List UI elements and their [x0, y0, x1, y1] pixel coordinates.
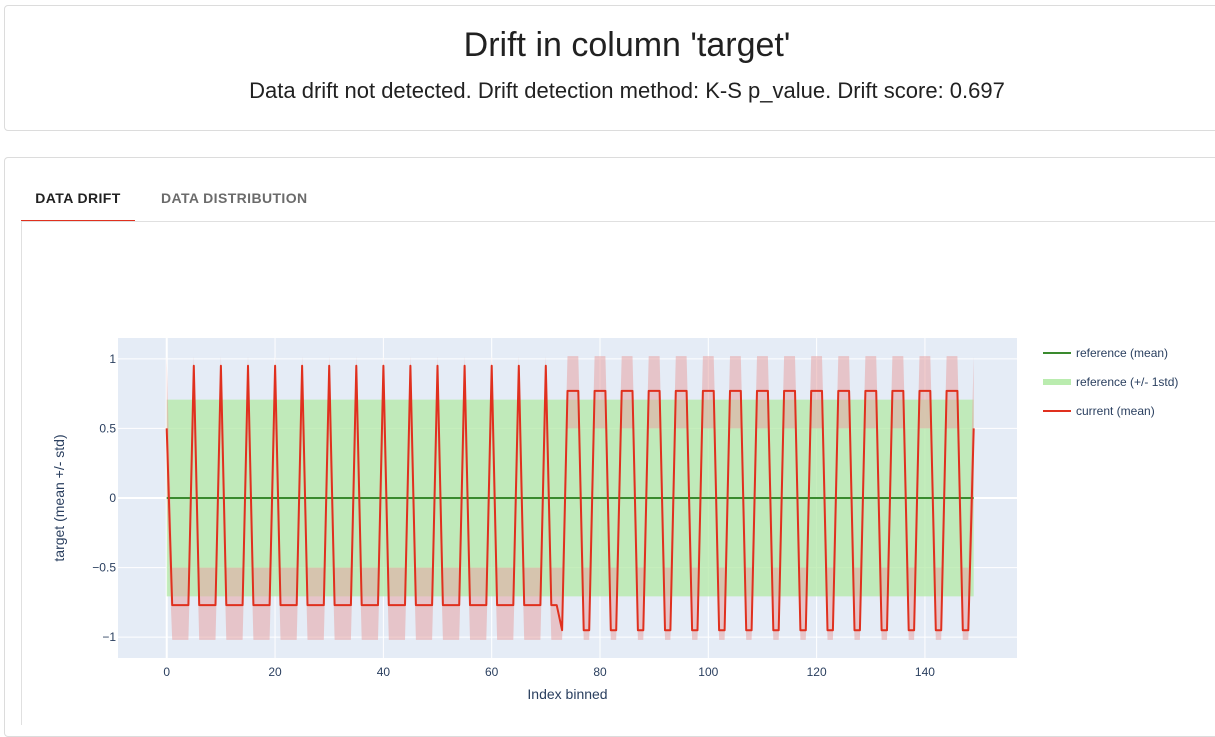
legend-label-reference-mean[interactable]: reference (mean): [1076, 346, 1168, 360]
tab-data-distribution-label: DATA DISTRIBUTION: [161, 190, 308, 206]
x-tick-label: 40: [377, 665, 391, 679]
y-tick-label: 0.5: [99, 421, 116, 435]
y-tick-label: −0.5: [92, 561, 116, 575]
y-axis-label: target (mean +/- std): [51, 434, 67, 561]
tab-data-distribution[interactable]: DATA DISTRIBUTION: [161, 180, 307, 222]
y-tick-label: 1: [109, 352, 116, 366]
tab-data-drift-label: DATA DRIFT: [35, 190, 121, 206]
legend-label-current-mean[interactable]: current (mean): [1076, 404, 1155, 418]
x-tick-label: 0: [163, 665, 170, 679]
legend-label-reference-band[interactable]: reference (+/- 1std): [1076, 375, 1178, 389]
x-axis-label: Index binned: [527, 686, 607, 702]
tabs-divider: [21, 221, 1215, 222]
page-title: Drift in column 'target': [463, 26, 791, 64]
x-tick-label: 20: [268, 665, 282, 679]
current-mean-line: [165, 364, 975, 632]
x-axis-ticks: 0 20 40 60 80 100 120 140: [163, 665, 935, 679]
y-axis-ticks: −1 −0.5 0 0.5 1: [92, 352, 116, 644]
y-tick-label: −1: [102, 630, 116, 644]
x-tick-label: 140: [915, 665, 935, 679]
x-tick-label: 80: [593, 665, 607, 679]
x-tick-label: 100: [698, 665, 718, 679]
header-card: [4, 5, 1215, 131]
drift-summary: Data drift not detected. Drift detection…: [249, 78, 1005, 103]
x-tick-label: 60: [485, 665, 499, 679]
y-tick-label: 0: [109, 491, 116, 505]
legend: reference (mean) reference (+/- 1std) cu…: [1043, 346, 1178, 418]
panel-border: [21, 222, 22, 725]
x-tick-label: 120: [807, 665, 827, 679]
